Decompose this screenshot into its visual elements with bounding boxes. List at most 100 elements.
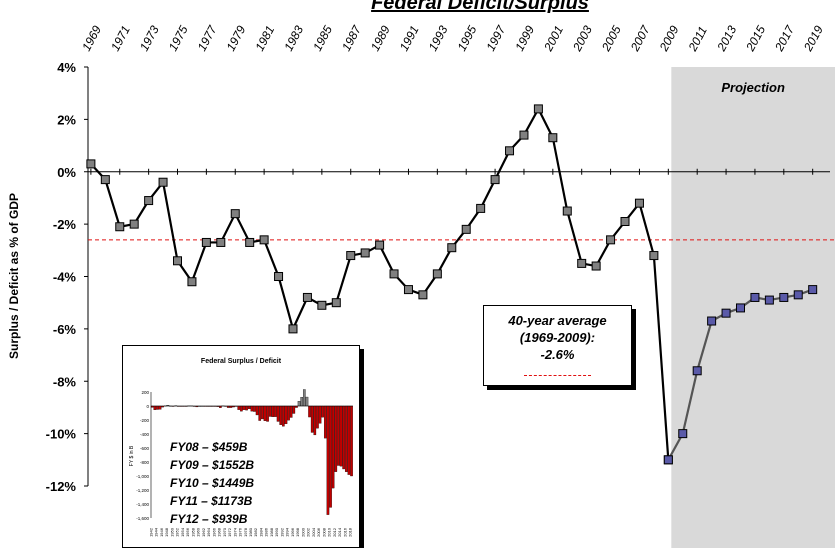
inset-x-tick-label: 1984 — [258, 527, 263, 537]
y-axis-label: Surplus / Deficit as % of GDP — [7, 193, 21, 359]
x-tick-label: 2019 — [800, 23, 826, 54]
inset-y-tick-label: -800 — [140, 460, 150, 465]
y-tick-label: -6% — [53, 322, 77, 337]
inset-x-tick-label: 2018 — [348, 527, 353, 537]
inset-chart: Federal Surplus / Deficit 200 0 -200 -400 -6… — [122, 345, 360, 548]
inset-bar — [300, 397, 304, 407]
inset-bar — [242, 405, 246, 410]
inset-bar — [279, 405, 283, 425]
inset-bar — [153, 405, 157, 410]
inset-bar — [331, 405, 335, 489]
inset-y-tick-label: -1,600 — [136, 516, 149, 521]
data-point — [779, 292, 789, 302]
data-point — [389, 269, 399, 279]
inset-x-tick-label: 1964 — [206, 527, 211, 537]
inset-x-tick-label: 2006 — [316, 527, 321, 537]
x-tick-label: 2013 — [714, 23, 740, 54]
data-point — [591, 261, 601, 271]
data-point — [129, 219, 139, 229]
data-point — [201, 237, 211, 247]
inset-x-tick-label: 1996 — [290, 527, 295, 537]
data-point — [144, 196, 154, 206]
data-point — [100, 175, 110, 185]
data-point — [519, 130, 529, 140]
inset-x-tick-label: 1946 — [159, 527, 164, 537]
y-tick-label: -2% — [53, 217, 77, 232]
data-point — [533, 104, 543, 114]
inset-bar — [274, 405, 277, 417]
y-tick-label: -12% — [46, 479, 77, 494]
inset-x-tick-label: 1956 — [185, 527, 190, 537]
data-point — [317, 300, 327, 310]
inset-bar — [318, 405, 322, 424]
inset-bar — [261, 405, 264, 420]
data-point — [259, 235, 269, 245]
inset-y-axis: 200 0 -200 -400 -600 -800 -1,000 -1,200 -1,400 -1… — [136, 390, 353, 521]
x-tick-label: 1973 — [137, 23, 162, 53]
inset-x-tick-label: 1960 — [196, 527, 201, 537]
x-tick-label: 2003 — [570, 23, 596, 54]
inset-bar — [292, 405, 296, 414]
data-point — [447, 243, 457, 253]
inset-note-fy11: FY11 – $1173B — [170, 494, 253, 508]
inset-x-tick-label: 1970 — [222, 527, 227, 537]
data-point — [216, 237, 226, 247]
data-point — [187, 277, 197, 287]
data-point — [606, 235, 616, 245]
x-tick-label: 1999 — [512, 23, 537, 53]
x-tick-label: 2011 — [685, 24, 710, 54]
x-tick-label: 1989 — [368, 23, 393, 53]
inset-bars — [150, 389, 353, 515]
inset-x-tick-label: 1992 — [279, 527, 284, 537]
inset-x-tick-label: 1982 — [253, 527, 258, 537]
inset-x-tick-label: 1958 — [190, 527, 195, 537]
inset-y-label: FY $ in B — [129, 445, 135, 466]
inset-bar — [334, 405, 338, 472]
x-tick-label: 1969 — [79, 23, 104, 53]
y-tick-label: -8% — [53, 374, 77, 389]
projection-region — [671, 67, 835, 548]
inset-bar — [253, 405, 256, 412]
y-tick-label: 4% — [57, 60, 76, 75]
inset-x-tick-label: 1990 — [274, 527, 279, 537]
inset-x-tick-label: 1978 — [243, 527, 248, 537]
data-point — [505, 146, 515, 156]
data-point — [620, 217, 630, 227]
inset-y-tick-label: -1,200 — [136, 488, 149, 493]
inset-x-tick-label: 1988 — [269, 527, 274, 537]
x-tick-label: 1993 — [426, 23, 451, 53]
inset-x-tick-label: 1948 — [164, 527, 169, 537]
data-point — [793, 290, 803, 300]
data-point — [375, 240, 385, 250]
inset-x-tick-label: 2010 — [327, 527, 332, 537]
data-point — [274, 272, 284, 281]
data-point — [245, 237, 255, 247]
x-tick-label: 2017 — [772, 22, 798, 54]
data-point — [692, 366, 702, 376]
inset-x-tick-label: 2014 — [337, 527, 342, 537]
x-tick-label: 2005 — [598, 23, 624, 54]
inset-x-tick-label: 1986 — [264, 527, 269, 537]
x-tick-label: 1991 — [397, 23, 422, 53]
x-tick-label: 1975 — [166, 23, 191, 53]
x-tick-label: 1997 — [483, 22, 509, 53]
inset-y-tick-label: -200 — [140, 418, 150, 423]
data-point — [432, 269, 442, 279]
data-point — [476, 203, 486, 213]
inset-bar — [350, 405, 353, 477]
x-tick-label: 1987 — [339, 22, 365, 53]
data-point — [346, 251, 356, 261]
data-point — [562, 206, 572, 216]
y-tick-label: -4% — [53, 270, 77, 285]
inset-bar — [237, 405, 241, 410]
data-point — [649, 251, 659, 261]
data-point — [490, 175, 500, 185]
x-tick-label: 2001 — [541, 23, 566, 54]
inset-bar — [258, 405, 262, 421]
inset-x-tick-label: 1968 — [217, 527, 222, 537]
inset-x-tick-label: 1966 — [211, 527, 216, 537]
y-axis: 4% 2% 0% -2% -4% -6% -8% -10% -12% — [46, 60, 88, 494]
y-tick-label: 0% — [57, 165, 76, 180]
data-point — [678, 429, 688, 439]
